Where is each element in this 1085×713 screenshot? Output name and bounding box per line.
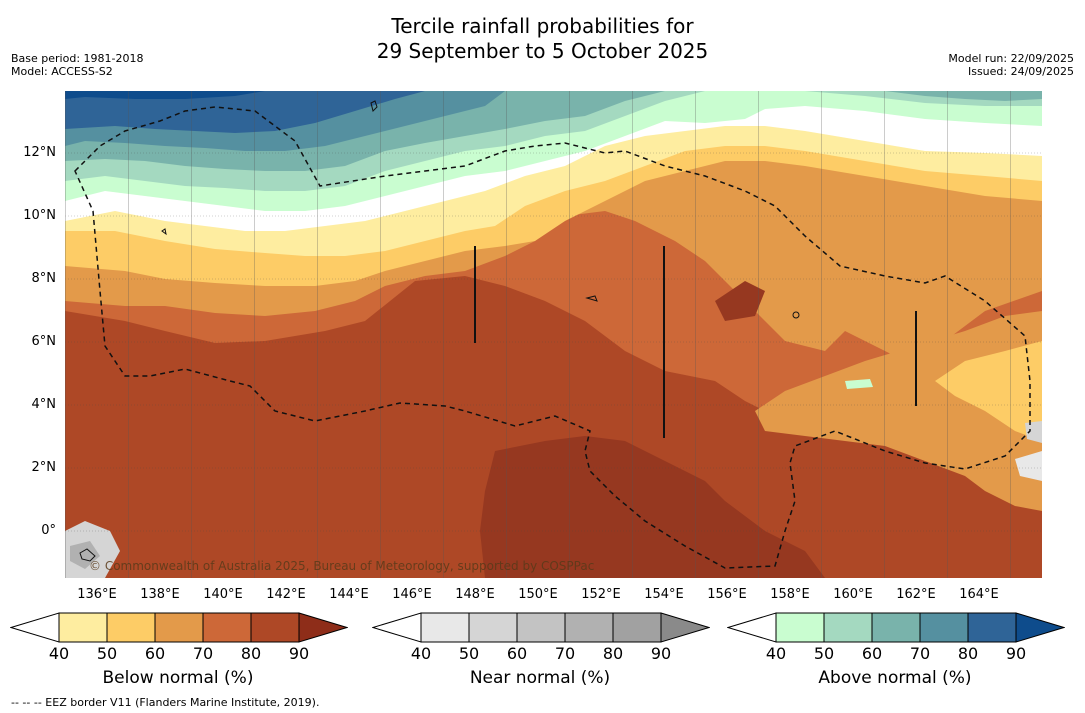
- longitude-label: 164°E: [959, 587, 999, 602]
- title-line-2: 29 September to 5 October 2025: [376, 39, 709, 63]
- band-above-80: [65, 91, 425, 133]
- band-below-90-central: [480, 436, 825, 578]
- colorbar-title-near: Near normal (%): [469, 668, 611, 688]
- colorbar-segment: [516, 612, 566, 643]
- colorbar-segment: [420, 612, 470, 643]
- above-normal-patch-east: [845, 379, 873, 389]
- colorbar-arrow-high: [298, 612, 348, 643]
- colorbar-tick-label: 90: [1005, 644, 1027, 663]
- island-yap: [161, 228, 167, 236]
- colorbar-arrow-high: [1015, 612, 1065, 643]
- colorbar-title-below: Below normal (%): [102, 668, 254, 688]
- colorbar-tick-label: 70: [554, 644, 576, 663]
- colorbar-arrow-low: [727, 612, 777, 643]
- colorbar-segment: [775, 612, 825, 643]
- colorbar-arrow-low: [372, 612, 422, 643]
- colorbar-tick-label: 80: [240, 644, 262, 663]
- longitude-label: 158°E: [770, 587, 810, 602]
- colorbar-tick-label: 70: [909, 644, 931, 663]
- colorbar-segment: [202, 612, 252, 643]
- colorbar-segment: [967, 612, 1017, 643]
- band-above-60-ne: [885, 91, 1042, 101]
- near-normal-patch-sw-inner: [70, 541, 100, 569]
- base-period-text: Base period: 1981-2018: [11, 52, 144, 65]
- island-chuuk: [585, 295, 598, 302]
- islands: [79, 100, 800, 562]
- longitude-label: 140°E: [203, 587, 243, 602]
- colorbar-arrow-low: [10, 612, 60, 643]
- latitude-label: 2°N: [31, 460, 57, 475]
- longitude-label: 142°E: [266, 587, 306, 602]
- island-guam: [370, 100, 378, 112]
- gridlines: [65, 91, 1042, 578]
- band-above-90: [65, 91, 265, 99]
- near-normal-patch-e2: [1025, 421, 1042, 443]
- colorbar-title-above: Above normal (%): [818, 668, 972, 688]
- model-run-text: Model run: 22/09/2025: [948, 52, 1074, 65]
- title-line-1: Tercile rainfall probabilities for: [391, 14, 694, 38]
- latitude-label: 0°: [41, 523, 56, 538]
- latitude-label: 12°N: [23, 145, 56, 160]
- issued-text: Issued: 24/09/2025: [967, 65, 1074, 78]
- colorbar-below: [10, 612, 348, 643]
- colorbar-tick-label: 60: [506, 644, 528, 663]
- island-pohnpei: [792, 311, 800, 319]
- colorbar-tick-label: 70: [192, 644, 214, 663]
- longitude-label: 162°E: [896, 587, 936, 602]
- longitude-label: 154°E: [644, 587, 684, 602]
- island-palau: [79, 548, 96, 562]
- model-text: Model: ACCESS-S2: [11, 65, 113, 78]
- colorbar-segment: [106, 612, 156, 643]
- colorbar-tick-label: 50: [96, 644, 118, 663]
- colorbar-segment: [250, 612, 300, 643]
- band-below-90-east: [715, 281, 765, 321]
- meta-right: Model run: 22/09/2025 Issued: 24/09/2025: [948, 52, 1074, 78]
- colorbar-tick-label: 80: [602, 644, 624, 663]
- longitude-label: 136°E: [77, 587, 117, 602]
- colorbar-segment: [612, 612, 662, 643]
- colorbar-arrow-high: [660, 612, 710, 643]
- colorbar-tick-label: 60: [144, 644, 166, 663]
- colorbar-tick-label: 50: [813, 644, 835, 663]
- colorbar-tick-label: 40: [48, 644, 70, 663]
- colorbar-segment: [919, 612, 969, 643]
- copyright-text: © Commonwealth of Australia 2025, Bureau…: [89, 559, 595, 573]
- longitude-label: 144°E: [329, 587, 369, 602]
- longitude-label: 138°E: [140, 587, 180, 602]
- band-below-50-east: [935, 341, 1042, 441]
- map-title: Tercile rainfall probabilities for 29 Se…: [0, 14, 1085, 64]
- colorbar-tick-label: 40: [765, 644, 787, 663]
- latitude-label: 10°N: [23, 208, 56, 223]
- colorbar-segment: [564, 612, 614, 643]
- footnote-text: -- -- -- EEZ border V11 (Flanders Marine…: [11, 696, 320, 709]
- colorbar-above: [727, 612, 1065, 643]
- rainfall-probability-map: [65, 91, 1042, 578]
- colorbar-segment: [154, 612, 204, 643]
- latitude-label: 6°N: [31, 334, 57, 349]
- longitude-label: 150°E: [518, 587, 558, 602]
- longitude-label: 146°E: [392, 587, 432, 602]
- longitude-label: 156°E: [707, 587, 747, 602]
- colorbar-tick-label: 60: [861, 644, 883, 663]
- colorbar-tick-label: 50: [458, 644, 480, 663]
- colorbar-tick-label: 80: [957, 644, 979, 663]
- colorbar-segment: [468, 612, 518, 643]
- colorbar-near: [372, 612, 710, 643]
- colorbar-segment: [871, 612, 921, 643]
- longitude-label: 160°E: [833, 587, 873, 602]
- colorbar-tick-label: 90: [288, 644, 310, 663]
- colorbar-tick-label: 90: [650, 644, 672, 663]
- colorbar-segment: [823, 612, 873, 643]
- meta-left: Base period: 1981-2018 Model: ACCESS-S2: [11, 52, 143, 78]
- colorbar-tick-label: 40: [410, 644, 432, 663]
- near-normal-patch-e: [1015, 451, 1042, 481]
- latitude-label: 4°N: [31, 397, 57, 412]
- longitude-label: 148°E: [455, 587, 495, 602]
- colorbar-segment: [58, 612, 108, 643]
- longitude-label: 152°E: [581, 587, 621, 602]
- latitude-label: 8°N: [31, 271, 57, 286]
